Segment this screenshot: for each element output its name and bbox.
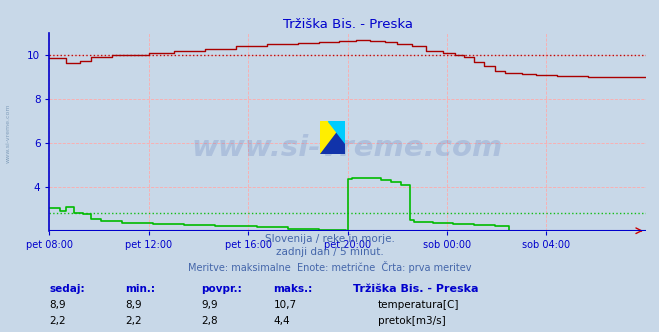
Text: 4,4: 4,4 (273, 316, 290, 326)
Text: Tržiška Bis. - Preska: Tržiška Bis. - Preska (353, 284, 478, 294)
Polygon shape (328, 121, 345, 143)
Text: www.si-vreme.com: www.si-vreme.com (5, 103, 11, 163)
Text: 8,9: 8,9 (49, 300, 66, 310)
Text: sedaj:: sedaj: (49, 284, 85, 294)
Text: www.si-vreme.com: www.si-vreme.com (192, 134, 503, 162)
Text: 8,9: 8,9 (125, 300, 142, 310)
Text: 10,7: 10,7 (273, 300, 297, 310)
Polygon shape (320, 121, 345, 154)
Text: povpr.:: povpr.: (201, 284, 242, 294)
Text: zadnji dan / 5 minut.: zadnji dan / 5 minut. (275, 247, 384, 257)
Text: pretok[m3/s]: pretok[m3/s] (378, 316, 445, 326)
Text: min.:: min.: (125, 284, 156, 294)
Text: Slovenija / reke in morje.: Slovenija / reke in morje. (264, 234, 395, 244)
Polygon shape (320, 121, 345, 154)
Text: Meritve: maksimalne  Enote: metrične  Črta: prva meritev: Meritve: maksimalne Enote: metrične Črta… (188, 261, 471, 273)
Text: 2,2: 2,2 (125, 316, 142, 326)
Title: Tržiška Bis. - Preska: Tržiška Bis. - Preska (283, 18, 413, 31)
Text: maks.:: maks.: (273, 284, 313, 294)
Text: temperatura[C]: temperatura[C] (378, 300, 459, 310)
Text: 2,8: 2,8 (201, 316, 217, 326)
Text: 9,9: 9,9 (201, 300, 217, 310)
Text: 2,2: 2,2 (49, 316, 66, 326)
